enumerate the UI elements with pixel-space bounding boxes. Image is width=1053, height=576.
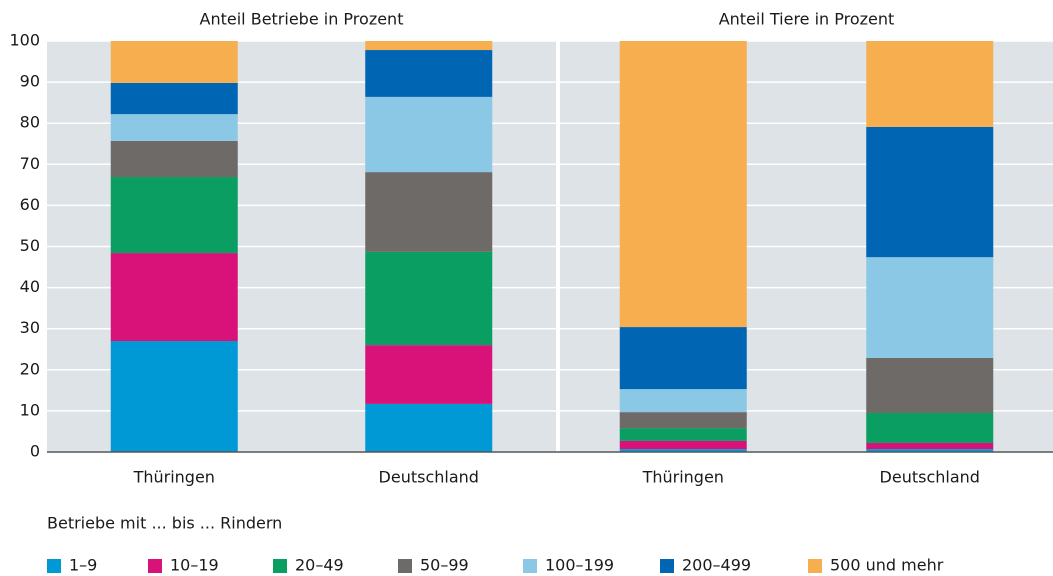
bar-segment <box>866 449 994 452</box>
bar-segment <box>365 50 493 97</box>
legend-label: 50–99 <box>420 556 469 575</box>
bar-segment <box>365 403 493 452</box>
legend-swatch <box>660 559 674 573</box>
legend-swatch <box>148 559 162 573</box>
y-tick-label: 20 <box>20 359 40 378</box>
x-tick-label: Deutschland <box>880 468 980 487</box>
y-tick-label: 10 <box>20 400 40 419</box>
panel-title: Anteil Tiere in Prozent <box>719 10 895 29</box>
y-tick-label: 70 <box>20 154 40 173</box>
bar-segment <box>866 357 994 413</box>
y-tick-label: 50 <box>20 236 40 255</box>
bar-segment <box>110 253 238 342</box>
panel-title: Anteil Betriebe in Prozent <box>200 10 404 29</box>
bar-segment <box>110 114 238 141</box>
y-tick-label: 80 <box>20 113 40 132</box>
legend-label: 500 und mehr <box>830 556 944 575</box>
x-tick-label: Thüringen <box>133 468 215 487</box>
legend-label: 10–19 <box>170 556 219 575</box>
bar-segment <box>110 82 238 115</box>
legend-swatch <box>808 559 822 573</box>
legend-swatch <box>523 559 537 573</box>
bar-segment <box>110 41 238 83</box>
x-tick-label: Deutschland <box>379 468 479 487</box>
bar-segment <box>365 251 493 346</box>
y-tick-label: 100 <box>9 31 40 50</box>
bar-segment <box>866 126 994 258</box>
bar-segment <box>110 341 238 452</box>
bar-segment <box>619 327 747 390</box>
bar-segment <box>110 177 238 254</box>
bar-segment <box>619 428 747 441</box>
legend-label: 20–49 <box>295 556 344 575</box>
bar-segment <box>866 257 994 358</box>
legend-swatch <box>273 559 287 573</box>
bar-segment <box>619 389 747 413</box>
bar-segment <box>365 345 493 404</box>
bar-segment <box>866 412 994 443</box>
y-tick-label: 60 <box>20 195 40 214</box>
legend-label: 1–9 <box>69 556 97 575</box>
y-tick-label: 90 <box>20 72 40 91</box>
bar-segment <box>110 140 238 178</box>
bar-segment <box>365 41 493 51</box>
legend-swatch <box>398 559 412 573</box>
y-tick-label: 40 <box>20 277 40 296</box>
y-tick-label: 30 <box>20 318 40 337</box>
bar-segment <box>866 442 994 450</box>
legend-label: 100–199 <box>545 556 614 575</box>
bar-segment <box>866 41 994 127</box>
legend-label: 200–499 <box>682 556 751 575</box>
legend-title: Betriebe mit ... bis ... Rindern <box>47 514 282 533</box>
bar-segment <box>619 41 747 328</box>
bar-segment <box>365 172 493 252</box>
bar-segment <box>619 412 747 429</box>
bar-segment <box>365 96 493 173</box>
bar-segment <box>619 449 747 452</box>
bar-segment <box>619 440 747 450</box>
x-tick-label: Thüringen <box>642 468 724 487</box>
legend-swatch <box>47 559 61 573</box>
y-tick-label: 0 <box>30 442 40 461</box>
